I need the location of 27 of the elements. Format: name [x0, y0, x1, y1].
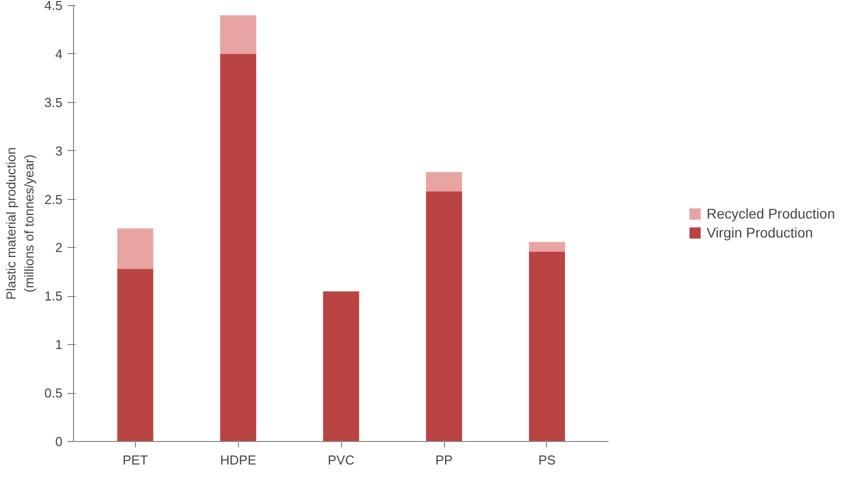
- bar: [528, 242, 566, 252]
- y-axis-title: Plastic material production (millions of tonnes/year): [3, 147, 36, 300]
- y-tick-label: 3.5: [44, 94, 63, 110]
- bar: [426, 192, 462, 442]
- bar: [117, 228, 154, 270]
- bar: [528, 252, 566, 442]
- x-tick-label: PS: [538, 452, 556, 468]
- x-tick-label: PET: [122, 452, 148, 468]
- y-tick-label: 3: [55, 143, 63, 158]
- x-tick-label: PVC: [328, 452, 354, 468]
- y-tick-label: 4.5: [44, 0, 63, 13]
- legend-label: Recycled Production: [706, 206, 835, 222]
- bar: [117, 269, 154, 442]
- y-tick-label: 0: [55, 434, 63, 449]
- y-tick-label: 2: [55, 240, 63, 256]
- bar: [220, 54, 256, 442]
- x-tick-label: HDPE: [220, 452, 257, 468]
- bar: [220, 15, 256, 54]
- bar: [426, 172, 462, 192]
- y-tick-label: 1.5: [44, 288, 63, 304]
- y-tick-label: 4: [55, 46, 63, 62]
- y-tick-label: 1: [55, 337, 63, 352]
- x-tick-label: PP: [435, 452, 453, 468]
- y-tick-label: 2.5: [44, 192, 63, 207]
- y-tick-label: 0.5: [44, 386, 63, 401]
- legend-label: Virgin Production: [706, 224, 813, 240]
- bar: [323, 291, 360, 442]
